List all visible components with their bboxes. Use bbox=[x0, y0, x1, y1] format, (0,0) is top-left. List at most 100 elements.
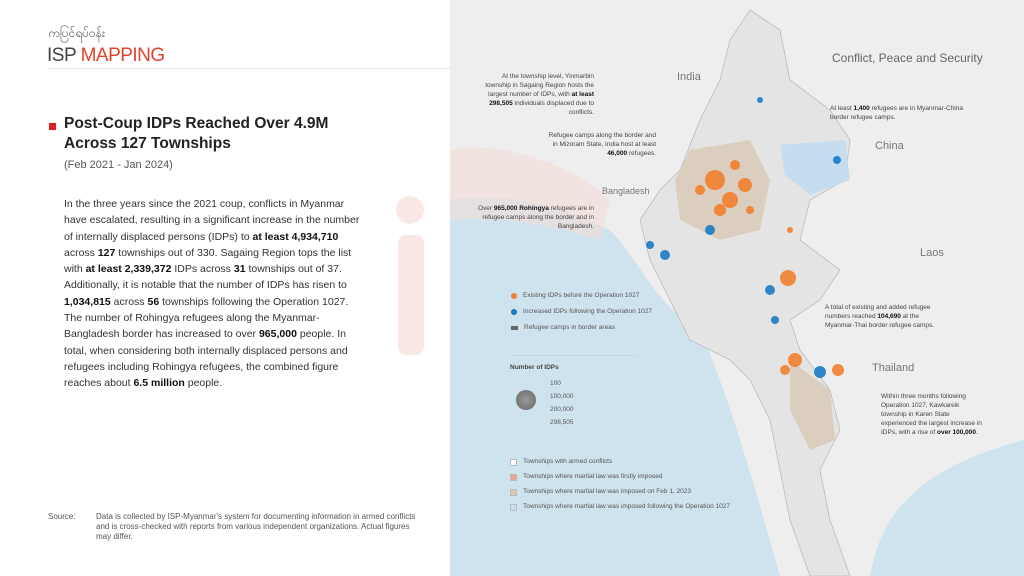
legend-size-1: 100 bbox=[550, 380, 561, 387]
legend-size-2: 100,000 bbox=[550, 393, 574, 400]
existing-idp-dot bbox=[738, 178, 752, 192]
size-circle-icon bbox=[516, 390, 536, 410]
annotation-text: refugees are in Myanmar-China border ref… bbox=[830, 105, 963, 121]
annotation-highlight: over 100,000 bbox=[937, 429, 977, 436]
existing-idp-dot bbox=[780, 270, 796, 286]
map: Conflict, Peace and Security India China… bbox=[450, 0, 1024, 576]
body-text: across bbox=[110, 295, 148, 308]
body-text: across bbox=[64, 246, 98, 259]
logo: ISP MAPPING bbox=[47, 45, 165, 66]
annotation-text: refugees are in refugee camps along the … bbox=[482, 205, 594, 230]
karen-region bbox=[790, 360, 835, 450]
blue-dot-icon bbox=[511, 309, 517, 315]
bangladesh-land bbox=[450, 147, 610, 240]
annotation-text: individuals displaced due to conflicts. bbox=[512, 100, 594, 116]
article-title: Post-Coup IDPs Reached Over 4.9M Across … bbox=[64, 115, 329, 152]
annotation-text: Refugee camps along the border and in Mi… bbox=[548, 132, 656, 148]
country-india: India bbox=[677, 71, 701, 83]
annotation-thai-camps: A total of existing and added refugee nu… bbox=[825, 303, 943, 330]
increased-idp-dot bbox=[814, 366, 826, 378]
source-text: Data is collected by ISP-Myanmar's syste… bbox=[96, 512, 416, 541]
shan-region bbox=[780, 140, 850, 195]
sagaing-region bbox=[675, 140, 770, 240]
annotation-highlight: 1,400 bbox=[853, 105, 870, 112]
orange-dot-icon bbox=[511, 293, 517, 299]
annotation-highlight: 104,690 bbox=[877, 313, 901, 320]
body-highlight: 965,000 bbox=[258, 328, 297, 341]
annotation-highlight: at least 298,505 bbox=[489, 91, 594, 107]
legend-camps: Refugee camps in border areas bbox=[511, 324, 615, 332]
annotation-highlight: 46,000 bbox=[607, 150, 628, 157]
article-body: In the three years since the 2021 coup, … bbox=[64, 196, 360, 392]
annotation-text: refugees. bbox=[627, 150, 656, 157]
existing-idp-dot bbox=[746, 206, 754, 214]
body-text: townships out of 330. Sagaing Region top… bbox=[64, 246, 352, 276]
annotation-rohingya: Over 965,000 Rohingya refugees are in re… bbox=[478, 204, 594, 231]
swatch-icon bbox=[510, 473, 517, 481]
idp-dots bbox=[646, 97, 844, 378]
increased-idp-dot bbox=[660, 250, 670, 260]
legend-size-title: Number of IDPs bbox=[510, 364, 559, 371]
legend-area-2: Townships where martial law was firstly … bbox=[510, 473, 662, 481]
legend-label: Refugee camps in border areas bbox=[524, 324, 616, 331]
legend-size-3: 200,000 bbox=[550, 406, 574, 413]
country-china: China bbox=[875, 140, 904, 152]
legend-label: Townships where martial law was imposed … bbox=[523, 488, 692, 495]
logo-mapping: MAPPING bbox=[80, 45, 166, 66]
annotation-kawkareik: Within three months following Operation … bbox=[881, 392, 985, 437]
annotation-yinmarbin: At the township level, Yinmarbin townshi… bbox=[478, 72, 594, 117]
body-text: IDPs across bbox=[171, 263, 234, 276]
body-text: people. In total, when considering both … bbox=[64, 328, 348, 390]
existing-idp-dot bbox=[722, 192, 738, 208]
legend-label: Townships where martial law was firstly … bbox=[523, 473, 663, 480]
annotation-text: At least bbox=[830, 105, 854, 112]
annotation-china-camps: At least 1,400 refugees are in Myanmar-C… bbox=[830, 104, 964, 122]
legend-label: Increased IDPs following the Operation 1… bbox=[523, 308, 652, 315]
source-label: Source: bbox=[48, 512, 76, 521]
legend-divider bbox=[510, 355, 638, 356]
body-highlight: 56 bbox=[147, 295, 160, 308]
camp-icon bbox=[511, 326, 518, 330]
body-highlight: 127 bbox=[97, 246, 116, 259]
legend-label: Townships where martial law was imposed … bbox=[523, 503, 731, 510]
swatch-icon bbox=[510, 488, 517, 496]
body-text: townships following the Operation 1027. … bbox=[64, 295, 349, 341]
title-bullet bbox=[49, 123, 56, 130]
annotation-text: At the township level, Yinmarbin townshi… bbox=[485, 73, 594, 98]
body-text: townships out of 37. Additionally, it is… bbox=[64, 263, 347, 292]
swatch-icon bbox=[510, 458, 517, 466]
annotation-highlight: 965,000 Rohingya bbox=[493, 205, 549, 212]
country-thailand: Thailand bbox=[872, 362, 915, 374]
swatch-icon bbox=[510, 503, 517, 511]
existing-idp-dot bbox=[705, 170, 725, 190]
logo-isp: ISP bbox=[47, 45, 76, 66]
legend-label: Townships with armed conflicts bbox=[523, 458, 613, 465]
annotation-mizoram: Refugee camps along the border and in Mi… bbox=[542, 131, 656, 158]
annotation-text: Within three months following Operation … bbox=[881, 393, 982, 436]
existing-idp-dot bbox=[780, 365, 790, 375]
increased-idp-dot bbox=[705, 225, 715, 235]
body-highlight: 1,034,815 bbox=[64, 295, 111, 308]
existing-idp-dot bbox=[787, 227, 793, 233]
annotation-text: Over bbox=[478, 205, 494, 212]
increased-idp-dot bbox=[771, 316, 779, 324]
map-canvas bbox=[450, 0, 1024, 576]
logo-myanmar: ကပြင်ရပ်ဝန်း bbox=[48, 26, 105, 40]
annotation-text: A total of existing and added refugee nu… bbox=[825, 304, 931, 320]
legend-area-1: Townships with armed conflicts bbox=[510, 458, 612, 466]
legend-size-4: 298,505 bbox=[550, 419, 574, 426]
annotation-text: . bbox=[976, 429, 978, 436]
country-bangladesh: Bangladesh bbox=[602, 186, 650, 196]
body-text: In the three years since the 2021 coup, … bbox=[64, 198, 360, 243]
existing-idp-dot bbox=[714, 204, 726, 216]
sea bbox=[450, 197, 780, 576]
body-highlight: 31 bbox=[233, 263, 246, 276]
article-period: (Feb 2021 - Jan 2024) bbox=[64, 159, 173, 171]
existing-idp-dot bbox=[695, 185, 705, 195]
increased-idp-dot bbox=[833, 156, 841, 164]
increased-idp-dot bbox=[757, 97, 763, 103]
legend-existing: Existing IDPs before the Operation 1027 bbox=[511, 292, 639, 300]
body-highlight: at least 4,934,710 bbox=[252, 230, 339, 243]
existing-idp-dot bbox=[730, 160, 740, 170]
legend-area-4: Townships where martial law was imposed … bbox=[510, 503, 730, 511]
